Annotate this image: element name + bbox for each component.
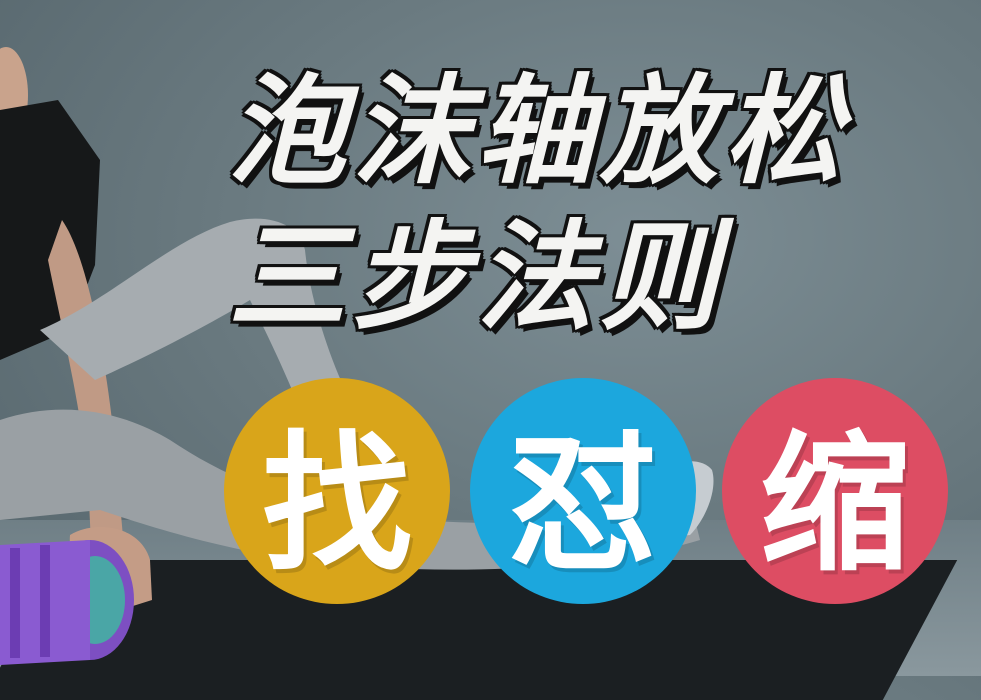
step-contract-circle: 缩 [722,378,948,604]
title-line-1: 泡沫轴放松 [228,62,849,200]
title-line-2: 三步法则 [228,208,725,346]
step-find-circle: 找 [224,378,450,604]
step-press-circle: 怼 [470,378,696,604]
